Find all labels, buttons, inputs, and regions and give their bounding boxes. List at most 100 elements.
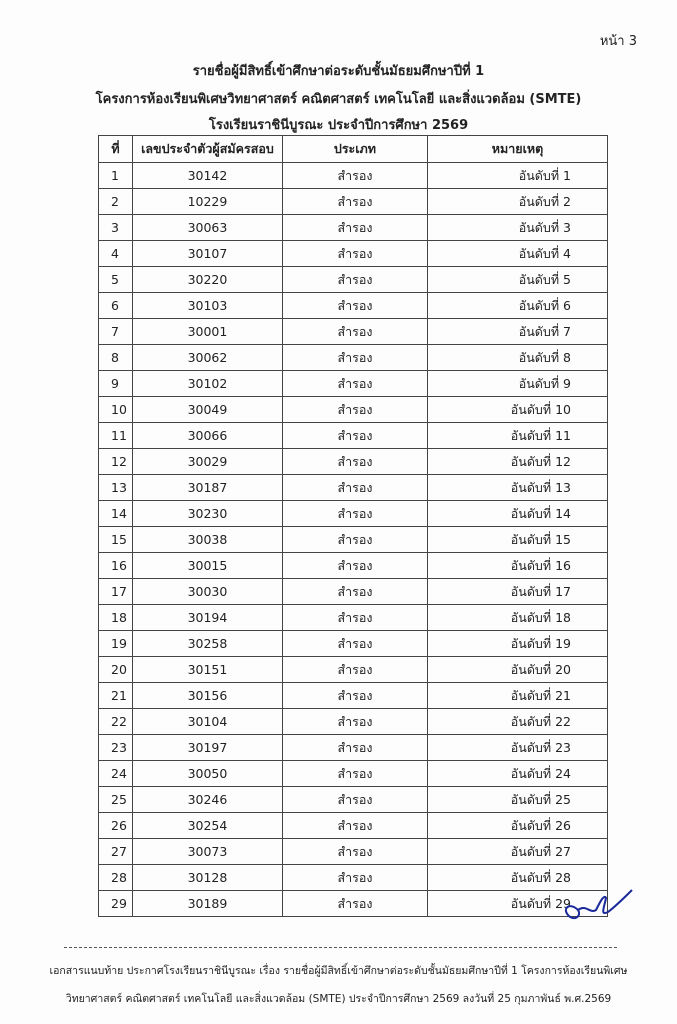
table-cell: อันดับที่ 15 bbox=[427, 526, 608, 553]
table-cell: อันดับที่ 14 bbox=[427, 500, 608, 527]
table-cell: 30029 bbox=[131, 448, 283, 475]
table-cell: 7 bbox=[98, 318, 133, 345]
column-header: ประเภท bbox=[281, 135, 429, 163]
table-cell: อันดับที่ 11 bbox=[427, 422, 608, 449]
table-row: 10 30049 สำรอง อันดับที่ 10 bbox=[98, 396, 608, 423]
table-cell: 25 bbox=[98, 786, 133, 813]
table-cell: 10 bbox=[98, 396, 133, 423]
table-cell: 30030 bbox=[131, 578, 283, 605]
table-row: 28 30128 สำรอง อันดับที่ 28 bbox=[98, 864, 608, 891]
table-cell: 17 bbox=[98, 578, 133, 605]
table-cell: 13 bbox=[98, 474, 133, 501]
table-cell: สำรอง bbox=[281, 240, 429, 267]
table-row: 27 30073 สำรอง อันดับที่ 27 bbox=[98, 838, 608, 865]
table-cell: 30102 bbox=[131, 370, 283, 397]
table-row: 12 30029 สำรอง อันดับที่ 12 bbox=[98, 448, 608, 475]
table-row: 5 30220 สำรอง อันดับที่ 5 bbox=[98, 266, 608, 293]
table-row: 15 30038 สำรอง อันดับที่ 15 bbox=[98, 526, 608, 553]
table-cell: อันดับที่ 22 bbox=[427, 708, 608, 735]
table-row: 14 30230 สำรอง อันดับที่ 14 bbox=[98, 500, 608, 527]
table-cell: สำรอง bbox=[281, 682, 429, 709]
table-cell: 30062 bbox=[131, 344, 283, 371]
table-body: 1 30142 สำรอง อันดับที่ 1 2 10229 สำรอง อันดับท… bbox=[98, 162, 608, 917]
table-row: 25 30246 สำรอง อันดับที่ 25 bbox=[98, 786, 608, 813]
table-row: 13 30187 สำรอง อันดับที่ 13 bbox=[98, 474, 608, 501]
table-cell: อันดับที่ 13 bbox=[427, 474, 608, 501]
table-cell: อันดับที่ 2 bbox=[427, 188, 608, 215]
footer-rule bbox=[64, 947, 617, 948]
table-cell: สำรอง bbox=[281, 448, 429, 475]
table-cell: อันดับที่ 26 bbox=[427, 812, 608, 839]
table-cell: สำรอง bbox=[281, 760, 429, 787]
table-cell: 9 bbox=[98, 370, 133, 397]
table-cell: อันดับที่ 21 bbox=[427, 682, 608, 709]
table-cell: 30066 bbox=[131, 422, 283, 449]
page-number: หน้า 3 bbox=[599, 34, 637, 49]
table-row: 23 30197 สำรอง อันดับที่ 23 bbox=[98, 734, 608, 761]
table-cell: สำรอง bbox=[281, 292, 429, 319]
table-cell: 1 bbox=[98, 162, 133, 189]
title-line: โครงการห้องเรียนพิเศษวิทยาศาสตร์ คณิตศาส… bbox=[95, 92, 582, 107]
table-cell: 30254 bbox=[131, 812, 283, 839]
table-cell: สำรอง bbox=[281, 890, 429, 917]
table-cell: 16 bbox=[98, 552, 133, 579]
table-cell: 24 bbox=[98, 760, 133, 787]
table-cell: 27 bbox=[98, 838, 133, 865]
table-cell: 30107 bbox=[131, 240, 283, 267]
table-cell: 30220 bbox=[131, 266, 283, 293]
table-row: 2 10229 สำรอง อันดับที่ 2 bbox=[98, 188, 608, 215]
table-cell: 8 bbox=[98, 344, 133, 371]
table-cell: สำรอง bbox=[281, 422, 429, 449]
header-row: ที่ เลขประจำตัวผู้สมัครสอบ ประเภท หมายเหตุ bbox=[98, 135, 608, 163]
table-cell: 30194 bbox=[131, 604, 283, 631]
table-cell: 30230 bbox=[131, 500, 283, 527]
table-row: 29 30189 สำรอง อันดับที่ 29 bbox=[98, 890, 608, 917]
table-cell: 30128 bbox=[131, 864, 283, 891]
table-row: 16 30015 สำรอง อันดับที่ 16 bbox=[98, 552, 608, 579]
table-cell: สำรอง bbox=[281, 500, 429, 527]
table-cell: 3 bbox=[98, 214, 133, 241]
table-cell: 12 bbox=[98, 448, 133, 475]
table-cell: สำรอง bbox=[281, 656, 429, 683]
table-cell: อันดับที่ 19 bbox=[427, 630, 608, 657]
table-cell: สำรอง bbox=[281, 734, 429, 761]
table-cell: สำรอง bbox=[281, 630, 429, 657]
table-cell: สำรอง bbox=[281, 318, 429, 345]
table-cell: อันดับที่ 29 bbox=[427, 890, 608, 917]
table-cell: 2 bbox=[98, 188, 133, 215]
table-cell: สำรอง bbox=[281, 578, 429, 605]
column-header: เลขประจำตัวผู้สมัครสอบ bbox=[131, 135, 283, 163]
table-row: 18 30194 สำรอง อันดับที่ 18 bbox=[98, 604, 608, 631]
table-cell: อันดับที่ 18 bbox=[427, 604, 608, 631]
table-cell: 10229 bbox=[131, 188, 283, 215]
column-header: หมายเหตุ bbox=[427, 135, 608, 163]
table-cell: 15 bbox=[98, 526, 133, 553]
table-cell: 14 bbox=[98, 500, 133, 527]
footer-line: วิทยาศาสตร์ คณิตศาสตร์ เทคโนโลยี และสิ่ง… bbox=[65, 993, 612, 1005]
table-row: 19 30258 สำรอง อันดับที่ 19 bbox=[98, 630, 608, 657]
table-cell: 30073 bbox=[131, 838, 283, 865]
table-row: 9 30102 สำรอง อันดับที่ 9 bbox=[98, 370, 608, 397]
table-cell: สำรอง bbox=[281, 266, 429, 293]
table-row: 21 30156 สำรอง อันดับที่ 21 bbox=[98, 682, 608, 709]
title-line: โรงเรียนราชินีบูรณะ ประจำปีการศึกษา 2569 bbox=[208, 118, 469, 133]
table-row: 1 30142 สำรอง อันดับที่ 1 bbox=[98, 162, 608, 189]
table-row: 3 30063 สำรอง อันดับที่ 3 bbox=[98, 214, 608, 241]
table-cell: สำรอง bbox=[281, 474, 429, 501]
table-cell: อันดับที่ 10 bbox=[427, 396, 608, 423]
table-cell: อันดับที่ 17 bbox=[427, 578, 608, 605]
table-cell: สำรอง bbox=[281, 370, 429, 397]
table-cell: อันดับที่ 9 bbox=[427, 370, 608, 397]
table-cell: อันดับที่ 28 bbox=[427, 864, 608, 891]
table-cell: 30063 bbox=[131, 214, 283, 241]
table-cell: 30049 bbox=[131, 396, 283, 423]
table-row: 6 30103 สำรอง อันดับที่ 6 bbox=[98, 292, 608, 319]
table-cell: 29 bbox=[98, 890, 133, 917]
table-cell: 20 bbox=[98, 656, 133, 683]
table-cell: 19 bbox=[98, 630, 133, 657]
table-cell: สำรอง bbox=[281, 188, 429, 215]
table-cell: สำรอง bbox=[281, 214, 429, 241]
table-cell: 28 bbox=[98, 864, 133, 891]
table-row: 8 30062 สำรอง อันดับที่ 8 bbox=[98, 344, 608, 371]
